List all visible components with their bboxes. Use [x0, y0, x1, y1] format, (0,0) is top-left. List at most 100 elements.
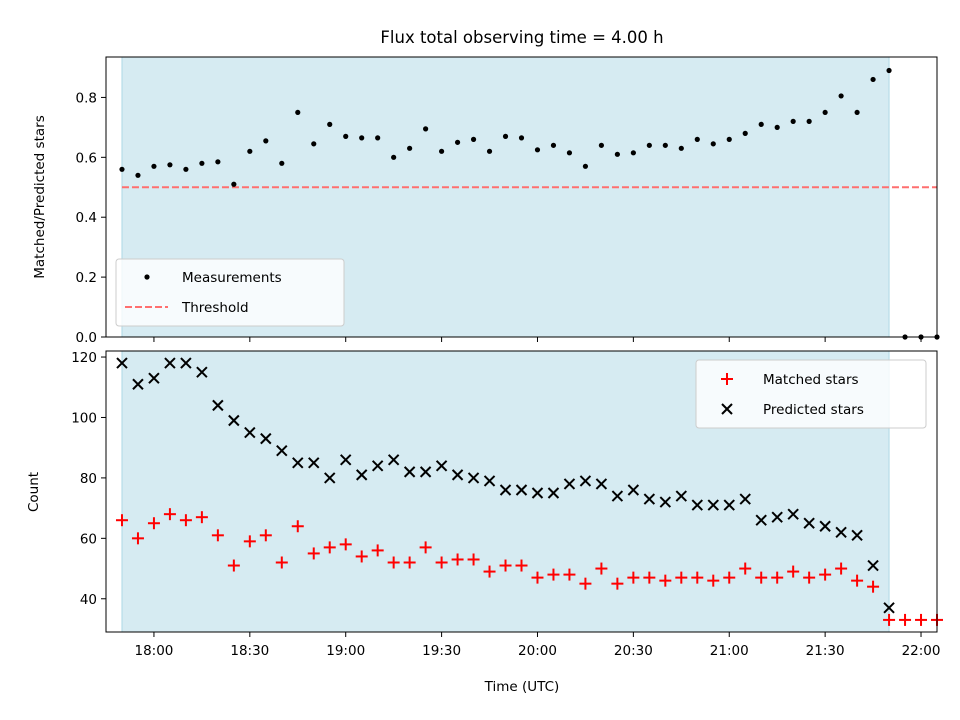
legend-measurements-marker [144, 274, 150, 280]
predicted-point [595, 478, 608, 490]
measurement-point [614, 151, 620, 157]
measurement-point [199, 160, 205, 166]
predicted-point [867, 559, 879, 572]
bottom-y-ticks: 40 60 80 100 120 [71, 350, 106, 608]
chart-title: Flux total observing time = 4.00 h [380, 28, 663, 47]
predicted-point [180, 357, 192, 369]
x-tick-label: 21:30 [806, 643, 845, 659]
predicted-point [643, 493, 656, 505]
measurement-point [710, 141, 716, 147]
measurement-point [247, 148, 253, 154]
measurement-point [854, 109, 860, 116]
predicted-point [787, 508, 799, 520]
measurement-point [311, 141, 317, 147]
matched-point [835, 562, 848, 575]
top-y-tick-label: 0.0 [76, 330, 97, 346]
measurement-point [454, 139, 461, 145]
predicted-point [771, 511, 783, 523]
matched-point [851, 574, 864, 587]
predicted-point [883, 602, 895, 614]
measurement-point [438, 148, 445, 154]
x-tick-label: 22:00 [902, 643, 941, 659]
measurement-point [231, 181, 237, 187]
predicted-point [228, 414, 240, 427]
predicted-point [579, 475, 592, 487]
matched-point [163, 508, 176, 521]
predicted-point [483, 475, 496, 487]
predicted-point [435, 460, 448, 472]
matched-point [675, 571, 688, 584]
predicted-point [148, 372, 160, 384]
measurement-point [215, 159, 221, 165]
matched-point [787, 565, 800, 578]
bottom-y-tick-label: 40 [80, 592, 97, 608]
predicted-point [499, 484, 512, 496]
measurement-point [822, 109, 828, 116]
matched-point [595, 562, 608, 575]
matched-point [915, 613, 928, 626]
predicted-point [355, 469, 368, 481]
bottom-panel: 40 60 80 100 120 18:00 18:30 19:00 19:30 20:00 20… [26, 350, 943, 695]
legend-predicted-label: Predicted stars [763, 402, 864, 418]
predicted-point [803, 517, 815, 529]
measurement-point [295, 109, 301, 116]
measurement-point [774, 124, 780, 130]
predicted-point [707, 499, 719, 511]
matched-point [195, 511, 208, 524]
predicted-point [531, 487, 544, 499]
bottom-y-tick-label: 100 [71, 410, 97, 426]
measurement-point [119, 166, 125, 172]
top-y-axis-label: Matched/Predicted stars [32, 115, 48, 278]
matched-point [819, 568, 832, 581]
matched-point [451, 553, 464, 566]
measurement-point [758, 121, 764, 127]
predicted-point [467, 472, 480, 484]
predicted-point [723, 499, 735, 511]
x-tick-label: 18:00 [134, 643, 173, 659]
measurement-point [566, 150, 573, 156]
predicted-point [659, 496, 672, 508]
measurement-point [838, 93, 844, 99]
matched-point [883, 613, 896, 626]
predicted-point [324, 472, 336, 484]
x-tick-label: 20:30 [614, 643, 653, 659]
predicted-point [260, 432, 272, 445]
measurement-point [518, 135, 525, 141]
measurement-point [279, 160, 285, 166]
measurement-point [886, 67, 892, 74]
measurement-point [742, 130, 748, 136]
x-tick-label: 21:00 [710, 643, 749, 659]
top-y-tick-label: 0.4 [76, 210, 97, 226]
top-legend: Measurements Threshold [115, 258, 345, 327]
predicted-point [819, 520, 831, 532]
matched-point [259, 529, 272, 542]
top-legend-box [115, 258, 345, 327]
bottom-y-tick-label: 80 [80, 471, 97, 487]
measurement-point [183, 166, 189, 172]
predicted-point [675, 490, 688, 502]
predicted-point [340, 454, 352, 466]
predicted-point [276, 445, 288, 457]
matched-point [339, 538, 352, 551]
measurement-point [486, 148, 493, 154]
predicted-points [116, 357, 895, 614]
predicted-point [691, 499, 703, 511]
matched-point [435, 556, 448, 569]
matched-point [691, 571, 704, 584]
predicted-point [563, 478, 576, 490]
top-x-ticks [153, 337, 922, 342]
bottom-y-axis-label: Count [26, 472, 42, 512]
predicted-point [547, 487, 560, 499]
measurement-point [598, 142, 605, 148]
matched-point [211, 529, 224, 542]
legend-threshold-label: Threshold [181, 300, 249, 316]
matched-point [643, 571, 656, 584]
measurement-point [582, 163, 589, 169]
matched-point [611, 577, 624, 590]
predicted-point [611, 490, 624, 502]
predicted-point [755, 514, 767, 526]
matched-point [499, 559, 512, 572]
bottom-legend-box [695, 359, 927, 429]
x-tick-label: 18:30 [230, 643, 269, 659]
